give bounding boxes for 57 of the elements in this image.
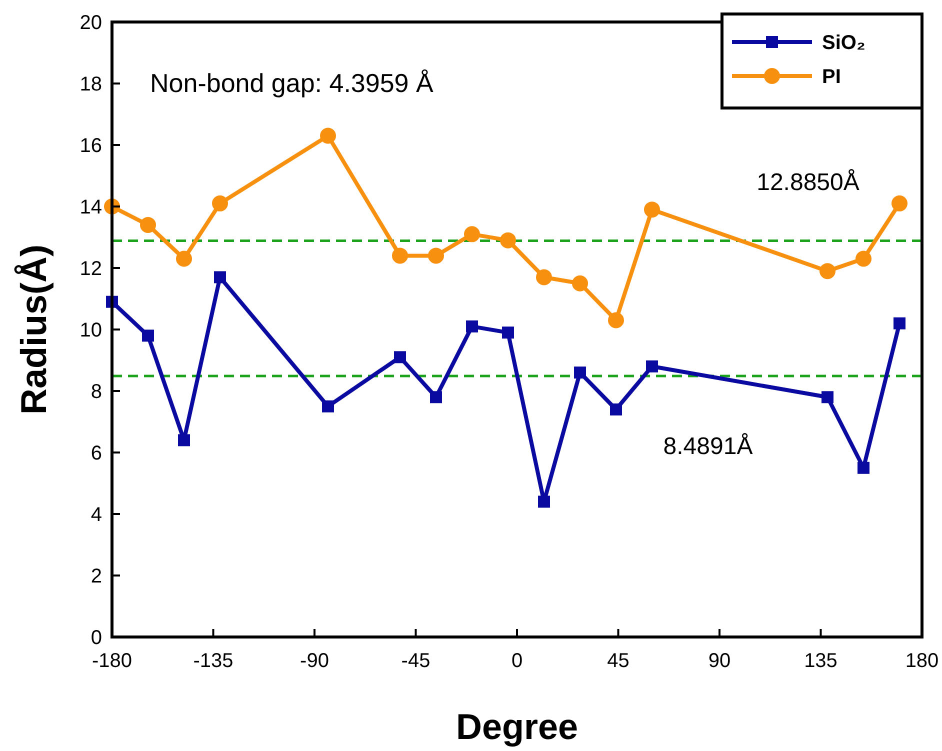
y-tick-label: 14 [80, 196, 102, 218]
point [646, 360, 658, 372]
legend-label: PI [822, 66, 841, 88]
point [572, 275, 588, 292]
point [178, 434, 190, 446]
y-tick-label: 10 [80, 320, 102, 342]
point [428, 248, 444, 264]
x-tick-label: 90 [708, 650, 731, 672]
point [502, 326, 514, 339]
point [538, 496, 550, 508]
point [574, 366, 586, 379]
x-tick-label: -90 [300, 650, 329, 672]
point [820, 263, 836, 280]
x-tick-label: -180 [92, 650, 132, 672]
y-tick-label: 18 [80, 74, 102, 96]
x-tick-label: 135 [804, 650, 838, 672]
y-tick-label: 12 [80, 258, 102, 280]
point [212, 195, 228, 212]
x-tick-label: 0 [511, 650, 523, 672]
x-tick-label: -45 [401, 650, 430, 672]
point [894, 317, 906, 330]
y-tick-label: 4 [90, 504, 102, 526]
y-tick-label: 0 [90, 627, 102, 649]
point [140, 216, 156, 233]
point [858, 462, 870, 474]
x-tick-label: 45 [607, 650, 630, 672]
ref-line-label: 12.8850Å [756, 169, 860, 196]
point [610, 403, 622, 416]
y-tick-label: 6 [90, 442, 102, 464]
y-tick-label: 20 [80, 12, 102, 34]
point [214, 271, 226, 284]
annotation: Non-bond gap: 4.3959 Å [150, 68, 434, 98]
point [320, 128, 336, 144]
point [464, 226, 480, 242]
x-tick-label: 180 [905, 650, 939, 672]
y-tick-label: 2 [90, 566, 102, 588]
point [392, 248, 408, 264]
point [500, 232, 516, 248]
point [608, 312, 624, 328]
point [856, 250, 872, 267]
x-tick-label: -135 [193, 650, 234, 672]
point [322, 400, 334, 412]
ref-line-label: 8.4891Å [663, 433, 753, 460]
point [644, 202, 660, 218]
point [176, 250, 192, 267]
point [822, 391, 834, 404]
point [466, 320, 478, 332]
y-axis-title: Radius(Å) [13, 244, 54, 414]
point [536, 269, 552, 286]
legend-label: SiO₂ [822, 32, 866, 54]
y-tick-label: 16 [80, 135, 102, 157]
x-axis-title: Degree [456, 706, 578, 747]
point [430, 391, 442, 404]
y-tick-label: 8 [90, 381, 102, 403]
point [142, 330, 154, 342]
point [394, 351, 406, 364]
point [892, 195, 908, 212]
